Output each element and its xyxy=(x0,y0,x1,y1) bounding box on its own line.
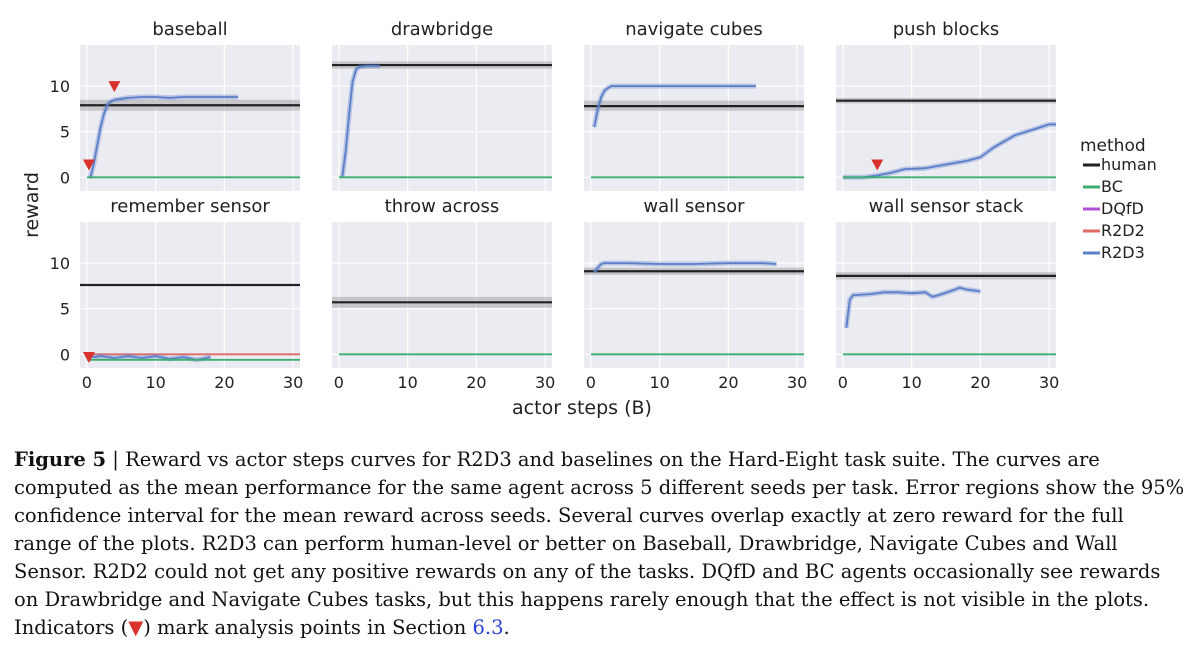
caption-text-tail: ) mark analysis points in Section xyxy=(143,616,473,639)
panel-background xyxy=(332,45,552,191)
x-tick-label: 20 xyxy=(466,373,486,392)
legend-label-dqfd: DQfD xyxy=(1101,199,1144,218)
caption-end: . xyxy=(503,616,510,639)
caption-separator: | xyxy=(106,448,126,471)
x-axis-label: actor steps (B) xyxy=(512,397,652,419)
panel-wall-sensor-stack xyxy=(836,222,1056,368)
panel-background xyxy=(836,45,1056,191)
caption-text: Reward vs actor steps curves for R2D3 an… xyxy=(14,448,1185,639)
figure-label: Figure 5 xyxy=(14,448,107,471)
panel-baseball xyxy=(80,45,300,191)
x-tick-label: 10 xyxy=(901,373,921,392)
panel-background xyxy=(836,222,1056,368)
x-tick-label: 30 xyxy=(787,373,807,392)
x-tick-label: 10 xyxy=(145,373,165,392)
analysis-point-marker xyxy=(82,159,95,171)
legend-title: method xyxy=(1080,136,1146,156)
x-tick-label: 10 xyxy=(397,373,417,392)
section-link[interactable]: 6.3 xyxy=(472,616,504,639)
panel-throw-across xyxy=(332,222,552,368)
panel-title: drawbridge xyxy=(391,19,493,40)
y-axis-label: reward xyxy=(21,172,43,238)
panel-background xyxy=(584,222,804,368)
panel-title: push blocks xyxy=(893,19,999,40)
panel-remember-sensor xyxy=(80,222,300,368)
indicator-triangle-icon: ▼ xyxy=(128,616,144,639)
x-tick-label: 20 xyxy=(970,373,990,392)
analysis-point-marker xyxy=(82,352,95,364)
r2d3-line xyxy=(845,286,981,329)
r2d3-line xyxy=(842,123,1056,179)
panel-title: wall sensor stack xyxy=(869,196,1024,217)
y-tick-label: 0 xyxy=(60,168,70,187)
x-tick-label: 0 xyxy=(586,373,596,392)
panel-title: baseball xyxy=(152,19,227,40)
r2d3-line xyxy=(593,262,777,273)
legend-label-r2d2: R2D2 xyxy=(1101,221,1145,240)
panel-title: navigate cubes xyxy=(625,19,763,40)
y-tick-label: 5 xyxy=(60,123,70,142)
analysis-point-marker xyxy=(871,159,884,171)
legend-label-human: human xyxy=(1101,155,1157,174)
x-tick-label: 20 xyxy=(214,373,234,392)
x-tick-label: 30 xyxy=(535,373,555,392)
panel-background xyxy=(584,45,804,191)
panel-background xyxy=(80,45,300,191)
panel-title: throw across xyxy=(385,196,500,217)
r2d3-line xyxy=(341,65,381,178)
panel-navigate-cubes xyxy=(584,45,804,191)
legend-label-r2d3: R2D3 xyxy=(1101,243,1145,262)
x-tick-label: 10 xyxy=(649,373,669,392)
y-tick-label: 10 xyxy=(50,77,70,96)
r2d3-line xyxy=(593,85,756,128)
y-tick-label: 0 xyxy=(60,345,70,364)
panel-background xyxy=(332,222,552,368)
x-tick-label: 20 xyxy=(718,373,738,392)
x-tick-label: 30 xyxy=(1039,373,1059,392)
y-tick-label: 5 xyxy=(60,300,70,319)
x-tick-label: 30 xyxy=(283,373,303,392)
panel-drawbridge xyxy=(332,45,552,191)
panel-push-blocks xyxy=(836,45,1056,191)
panel-title: remember sensor xyxy=(110,196,270,217)
x-tick-label: 0 xyxy=(334,373,344,392)
r2d3-line xyxy=(88,354,211,361)
figure-caption: Figure 5 | Reward vs actor steps curves … xyxy=(14,446,1186,642)
x-tick-label: 0 xyxy=(838,373,848,392)
legend-label-bc: BC xyxy=(1101,177,1123,196)
analysis-point-marker xyxy=(108,81,121,93)
panel-background xyxy=(80,222,300,368)
r2d3-line xyxy=(89,96,239,179)
panel-wall-sensor xyxy=(584,222,804,368)
x-tick-label: 0 xyxy=(82,373,92,392)
panel-title: wall sensor xyxy=(643,196,745,217)
reward-curves-figure: baseball 0 5 10 drawbridge navigate cubes push… xyxy=(21,19,1157,419)
y-tick-label: 10 xyxy=(50,254,70,273)
